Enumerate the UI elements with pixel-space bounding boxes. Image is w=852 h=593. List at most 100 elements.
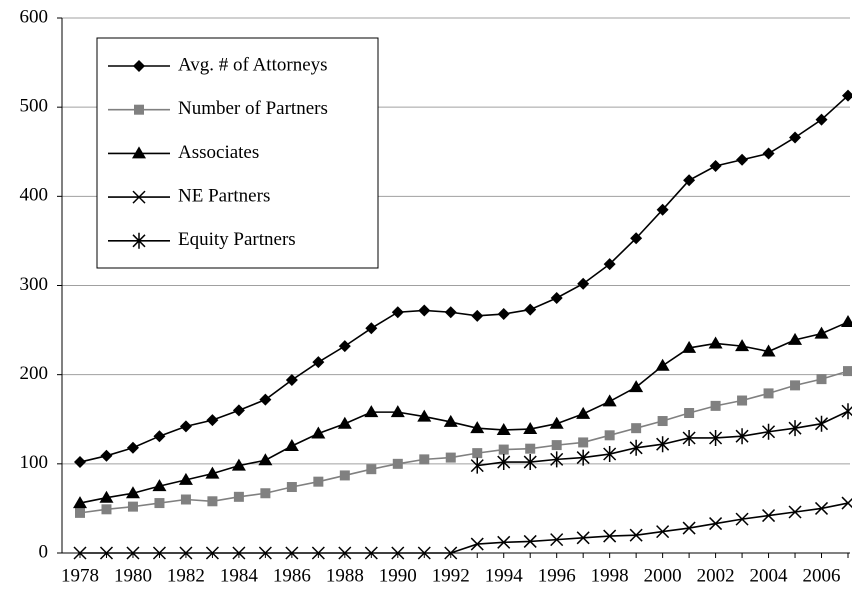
marker bbox=[100, 449, 113, 462]
marker bbox=[815, 113, 828, 126]
marker bbox=[285, 546, 299, 560]
marker bbox=[788, 332, 803, 345]
legend-marker bbox=[132, 190, 146, 204]
marker bbox=[419, 454, 430, 465]
marker bbox=[496, 422, 511, 435]
series-line bbox=[79, 370, 849, 514]
marker bbox=[207, 496, 218, 507]
marker bbox=[603, 529, 617, 543]
marker bbox=[364, 405, 379, 418]
marker bbox=[761, 344, 776, 357]
marker bbox=[629, 528, 643, 542]
marker bbox=[577, 277, 590, 290]
marker bbox=[178, 472, 193, 485]
marker bbox=[258, 546, 272, 560]
marker bbox=[311, 426, 326, 439]
marker bbox=[735, 339, 750, 352]
marker bbox=[790, 380, 801, 391]
marker bbox=[444, 306, 457, 319]
marker bbox=[366, 464, 377, 475]
x-tick-label: 2002 bbox=[697, 565, 735, 586]
marker bbox=[284, 439, 299, 451]
marker bbox=[73, 546, 87, 560]
marker bbox=[736, 153, 749, 166]
marker bbox=[99, 546, 114, 560]
marker bbox=[578, 437, 589, 448]
marker bbox=[472, 448, 483, 459]
legend-label: Avg. # of Attorneys bbox=[178, 54, 328, 75]
x-tick-label: 1984 bbox=[220, 565, 259, 586]
marker bbox=[152, 546, 166, 560]
marker bbox=[497, 308, 510, 321]
marker bbox=[470, 421, 485, 434]
marker bbox=[364, 546, 378, 560]
marker bbox=[471, 309, 484, 322]
marker bbox=[99, 490, 114, 503]
marker bbox=[576, 406, 591, 419]
series-line bbox=[80, 502, 849, 554]
marker bbox=[153, 430, 166, 443]
marker bbox=[391, 546, 405, 560]
marker bbox=[550, 533, 564, 547]
marker bbox=[232, 546, 246, 560]
marker bbox=[75, 507, 85, 518]
marker bbox=[392, 458, 403, 469]
marker bbox=[286, 482, 297, 493]
x-tick-label: 2006 bbox=[803, 565, 841, 586]
marker bbox=[497, 454, 511, 471]
marker bbox=[683, 174, 696, 187]
y-tick-label: 100 bbox=[20, 452, 49, 473]
marker bbox=[841, 403, 852, 420]
marker bbox=[709, 160, 722, 173]
marker bbox=[258, 453, 273, 466]
marker bbox=[655, 358, 670, 371]
marker bbox=[418, 304, 431, 317]
marker bbox=[682, 340, 697, 353]
x-tick-label: 1988 bbox=[326, 565, 364, 586]
marker bbox=[762, 423, 776, 440]
marker bbox=[789, 131, 802, 144]
y-tick-label: 500 bbox=[20, 96, 49, 117]
marker bbox=[74, 456, 86, 469]
marker bbox=[260, 488, 271, 499]
marker bbox=[629, 380, 644, 393]
marker bbox=[232, 404, 245, 417]
marker bbox=[444, 546, 458, 560]
marker bbox=[338, 546, 352, 560]
marker bbox=[656, 436, 670, 453]
marker bbox=[470, 457, 484, 474]
legend-marker bbox=[134, 104, 144, 115]
marker bbox=[814, 326, 829, 339]
marker bbox=[762, 509, 776, 523]
marker bbox=[390, 405, 405, 418]
marker bbox=[285, 374, 298, 387]
marker bbox=[312, 356, 325, 369]
marker bbox=[629, 439, 643, 456]
marker bbox=[551, 440, 562, 451]
series-line bbox=[79, 321, 849, 504]
marker bbox=[682, 521, 696, 535]
marker bbox=[179, 546, 193, 560]
marker bbox=[126, 441, 139, 454]
marker bbox=[657, 416, 668, 427]
marker bbox=[708, 336, 723, 349]
marker bbox=[73, 496, 87, 509]
marker bbox=[179, 420, 192, 433]
legend-box bbox=[96, 37, 379, 269]
marker bbox=[602, 394, 617, 407]
marker bbox=[101, 504, 112, 515]
marker bbox=[523, 534, 537, 548]
y-tick-label: 400 bbox=[20, 185, 49, 206]
marker bbox=[205, 466, 220, 479]
marker bbox=[735, 512, 749, 526]
x-tick-label: 2000 bbox=[644, 565, 682, 586]
marker bbox=[656, 203, 669, 216]
marker bbox=[338, 340, 351, 353]
marker bbox=[656, 525, 670, 539]
marker bbox=[313, 476, 324, 487]
marker bbox=[684, 408, 695, 419]
marker bbox=[445, 452, 456, 463]
marker bbox=[417, 409, 432, 422]
x-tick-label: 1980 bbox=[114, 565, 152, 586]
